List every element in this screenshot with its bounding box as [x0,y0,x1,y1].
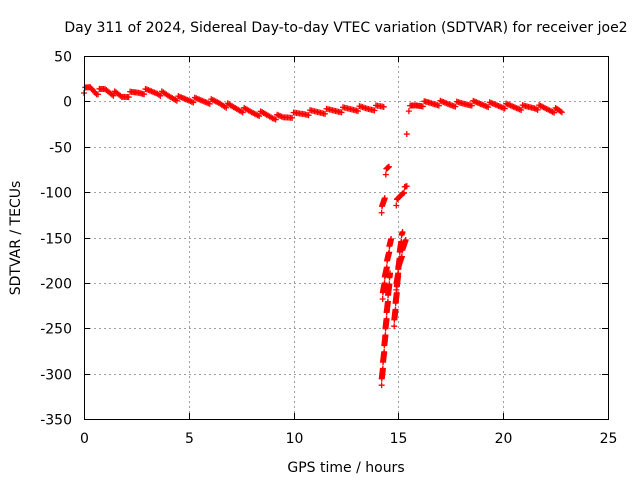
y-tick-label: -300 [40,368,72,384]
data-point [485,104,492,111]
outlier-point [403,131,410,138]
data-point [518,106,525,113]
data-point [305,112,312,119]
data-point [223,104,230,111]
data-point [378,382,385,389]
data-point [378,209,385,216]
data-point [371,107,378,114]
data-point [239,109,246,116]
data-point [534,106,541,113]
data-point [289,114,296,121]
data-point [354,108,361,115]
data-point [551,109,558,116]
data-point [157,92,164,99]
data-point [399,228,406,235]
data-point [338,109,345,116]
y-tick-label: -250 [40,322,72,338]
y-tick-label: -350 [40,413,72,429]
data-point [393,202,400,209]
data-point [398,253,405,260]
data-point [256,113,263,120]
data-point [383,264,390,271]
data-point [141,91,148,98]
grid-lines [84,56,608,419]
data-point [380,103,387,110]
x-tick-label: 5 [185,431,194,447]
data-point [383,315,390,322]
chart-title: Day 311 of 2024, Sidereal Day-to-day VTE… [64,20,627,36]
data-point [379,295,386,302]
data-point [402,236,409,243]
data-point [557,108,564,115]
data-point [272,116,279,123]
data-point [381,280,388,287]
x-axis-label: GPS time / hours [287,460,404,476]
x-tick-label: 25 [600,431,618,447]
data-point [381,348,388,355]
data-point [190,99,197,106]
y-tick-label: 50 [54,50,72,66]
data-point [400,189,407,196]
y-tick-label: -150 [40,232,72,248]
data-point [392,306,399,313]
data-point [382,171,389,178]
data-point [125,94,132,101]
data-point [391,323,398,330]
data-point [468,102,475,109]
data-marks [81,84,565,389]
data-point [435,102,442,109]
data-point [110,92,117,99]
data-point [558,109,565,116]
data-point [173,97,180,104]
data-point [206,100,213,107]
y-tick-label: -100 [40,186,72,202]
data-point [388,235,395,242]
y-tick-label: -200 [40,277,72,293]
data-point [403,183,410,190]
data-point [393,286,400,293]
x-tick-label: 10 [286,431,304,447]
data-point [405,108,412,115]
data-point [94,91,101,98]
x-tick-label: 15 [390,431,408,447]
data-point [419,103,426,110]
y-tick-label: -50 [49,141,72,157]
y-axis: 50 0 -50 -100 -150 -200 -250 -300 -350 [40,50,608,429]
y-tick-label: 0 [63,95,72,111]
data-point [385,163,392,170]
data-point [381,195,388,202]
data-point [382,332,389,339]
data-point [386,249,393,256]
data-point [501,105,508,112]
data-point [322,110,329,117]
x-tick-label: 0 [80,431,89,447]
y-axis-label: SDTVAR / TECUs [8,181,24,296]
data-point [395,270,402,277]
x-tick-label: 20 [495,431,513,447]
x-axis: 0 5 10 15 20 25 [80,56,617,447]
data-point [384,298,391,305]
data-point [452,103,459,110]
data-point [379,365,386,372]
